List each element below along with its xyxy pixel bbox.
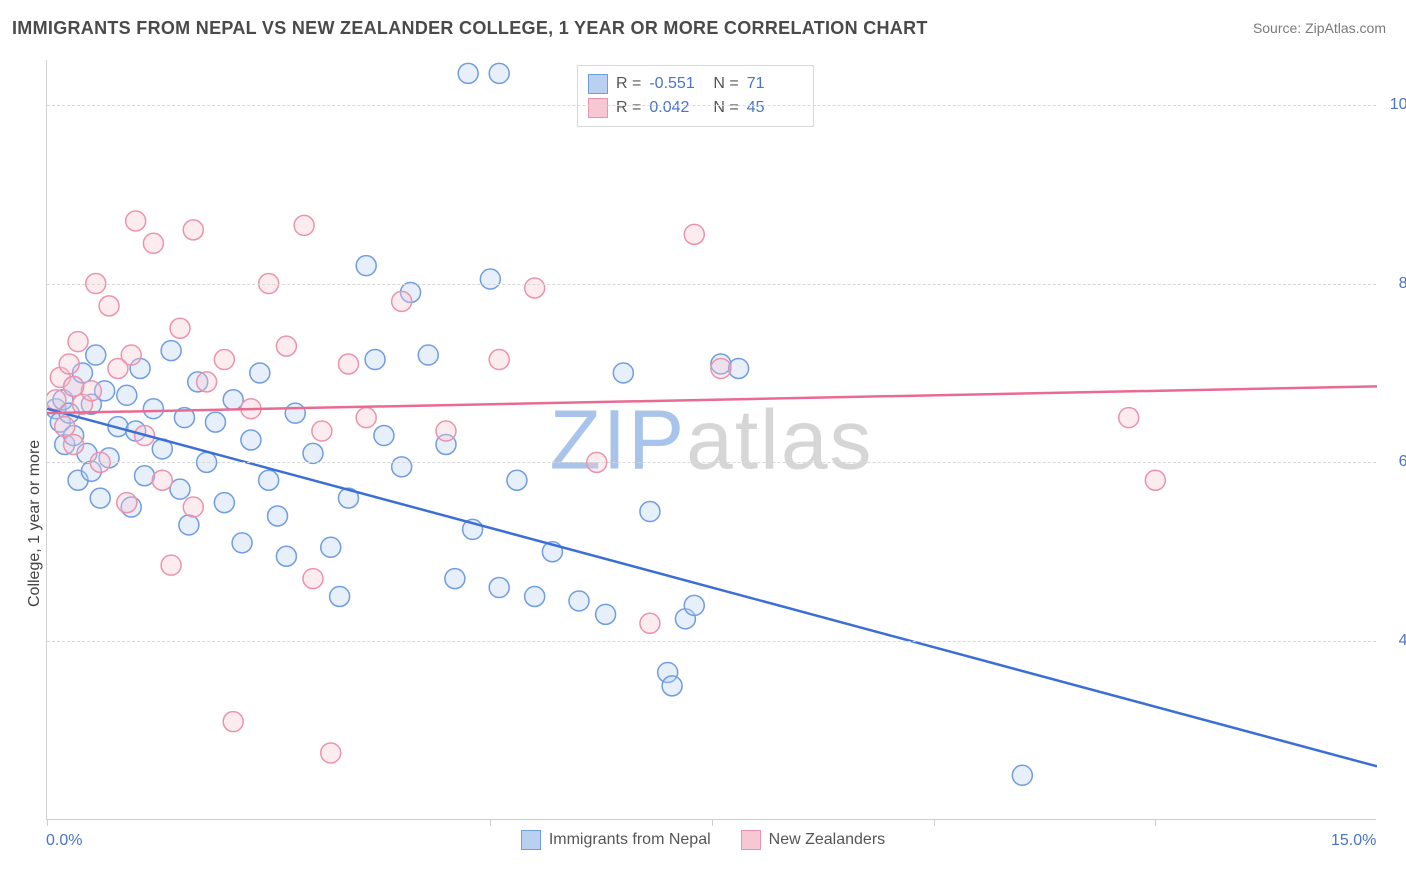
legend-swatch-nepal — [588, 74, 608, 94]
legend-row-nz: R = 0.042 N = 45 — [588, 96, 803, 120]
y-tick-label: 40.0% — [1399, 632, 1406, 650]
source-name: ZipAtlas.com — [1305, 20, 1386, 36]
chart-title: IMMIGRANTS FROM NEPAL VS NEW ZEALANDER C… — [12, 18, 928, 39]
legend-item-nz: New Zealanders — [741, 830, 886, 850]
legend-n-value-nz: 45 — [747, 96, 803, 120]
legend-swatch-nz — [741, 830, 761, 850]
gridline — [47, 284, 1376, 285]
legend-n-value-nepal: 71 — [747, 72, 803, 96]
y-tick-label: 80.0% — [1399, 275, 1406, 293]
legend-r-value-nz: 0.042 — [649, 96, 705, 120]
y-tick-label: 100.0% — [1390, 96, 1406, 114]
y-axis-title: College, 1 year or more — [26, 440, 44, 607]
legend-swatch-nz — [588, 98, 608, 118]
x-tick — [934, 819, 935, 826]
x-tick — [47, 819, 48, 826]
legend-r-label: R = — [616, 96, 641, 120]
series-legend: Immigrants from Nepal New Zealanders — [0, 830, 1406, 850]
legend-r-value-nepal: -0.551 — [649, 72, 705, 96]
correlation-legend: R = -0.551 N = 71 R = 0.042 N = 45 — [577, 65, 814, 127]
gridline — [47, 641, 1376, 642]
legend-label-nepal: Immigrants from Nepal — [549, 831, 711, 849]
legend-n-label: N = — [713, 96, 738, 120]
scatter-plot-area: ZIPatlas R =-0.551N =71R =0.042N =45 40.… — [46, 60, 1376, 820]
source-attribution: Source: ZipAtlas.com — [1253, 20, 1386, 36]
legend-r-label: R = — [616, 72, 641, 96]
regression-lines-layer — [47, 60, 1377, 820]
x-tick — [712, 819, 713, 826]
legend-label-nz: New Zealanders — [769, 831, 886, 849]
legend-n-label: N = — [713, 72, 738, 96]
x-axis-label: 15.0% — [1331, 832, 1376, 850]
legend-swatch-nepal — [521, 830, 541, 850]
gridline — [47, 105, 1376, 106]
legend-row-nepal: R = -0.551 N = 71 — [588, 72, 803, 96]
gridline — [47, 462, 1376, 463]
source-label: Source: — [1253, 20, 1301, 36]
x-tick — [1155, 819, 1156, 826]
x-tick — [490, 819, 491, 826]
x-axis-label: 0.0% — [46, 832, 82, 850]
regression-line-nz — [47, 386, 1377, 413]
legend-item-nepal: Immigrants from Nepal — [521, 830, 711, 850]
y-tick-label: 60.0% — [1399, 453, 1406, 471]
